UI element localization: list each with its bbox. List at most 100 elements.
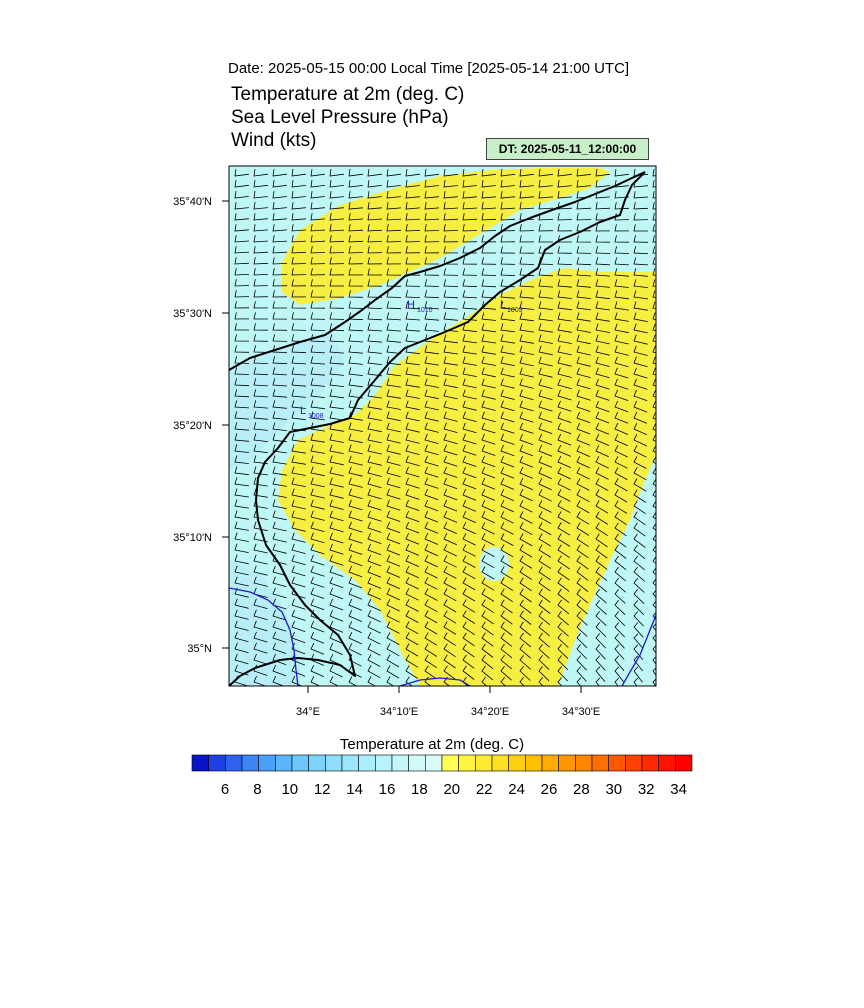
colorbar-swatch	[391, 754, 409, 772]
wind-barb	[481, 533, 495, 546]
wind-barb	[272, 213, 287, 221]
wind-barb	[519, 511, 533, 524]
wind-barb	[519, 323, 534, 333]
wind-barb	[595, 577, 608, 593]
wind-barb	[348, 510, 363, 522]
wind-barb	[557, 400, 572, 412]
wind-barb	[614, 522, 627, 537]
wind-barb	[367, 213, 383, 221]
wind-barb	[538, 169, 553, 177]
wind-barb	[614, 445, 628, 458]
wind-barb	[500, 389, 515, 400]
wind-barb	[310, 587, 325, 599]
wind-barb	[481, 621, 494, 636]
wind-barb	[519, 632, 532, 648]
wind-barb	[291, 466, 306, 476]
wind-barb	[253, 191, 268, 199]
wind-barb	[253, 356, 269, 364]
wind-barb	[367, 455, 382, 466]
isobar	[229, 587, 299, 686]
wind-barb	[424, 411, 439, 422]
wind-barb	[310, 213, 326, 221]
wind-barb	[291, 499, 306, 510]
wind-barb	[443, 279, 459, 287]
wind-barb	[595, 290, 610, 300]
wind-barb	[462, 235, 478, 243]
wind-barb	[595, 555, 608, 570]
wind-barb	[424, 510, 439, 523]
wind-barb	[386, 632, 400, 645]
wind-barb	[519, 610, 532, 625]
wind-barb	[386, 422, 401, 433]
wind-barb	[424, 213, 440, 221]
wind-barb	[481, 279, 497, 288]
wind-barb	[405, 191, 420, 199]
wind-barb	[538, 180, 553, 188]
wind-barb	[253, 246, 269, 254]
wind-barb	[500, 169, 515, 177]
wind-barb	[614, 666, 625, 683]
wind-barb	[272, 268, 288, 276]
wind-barb	[614, 257, 630, 266]
wind-barb	[614, 622, 625, 638]
wind-barb	[348, 290, 364, 298]
wind-barb	[519, 345, 534, 355]
wind-barb	[329, 169, 344, 177]
wind-barb	[234, 499, 249, 509]
wind-barb	[614, 633, 625, 649]
wind-barb	[329, 411, 344, 421]
wind-barb	[633, 389, 648, 402]
wind-barb	[519, 367, 534, 378]
wind-barb	[367, 367, 382, 377]
wind-barb	[405, 180, 420, 188]
wind-barb	[272, 235, 288, 243]
wind-barb	[386, 510, 401, 522]
wind-barb	[405, 202, 421, 210]
wind-barb	[348, 334, 364, 343]
wind-barb	[424, 599, 438, 613]
wind-barb	[557, 257, 573, 265]
wind-barb	[405, 499, 420, 511]
wind-barb	[348, 554, 363, 567]
wind-barb	[234, 477, 249, 487]
wind-barb	[633, 213, 649, 221]
wind-barb	[462, 202, 478, 210]
wind-barb	[310, 466, 325, 477]
wind-barb	[481, 566, 495, 580]
wind-barb	[614, 345, 629, 356]
wind-barb	[519, 444, 534, 457]
wind-barb	[386, 433, 401, 444]
wind-barb	[462, 389, 477, 400]
wind-barb	[557, 224, 573, 232]
wind-barb	[652, 600, 656, 609]
wind-barb	[367, 312, 383, 321]
wind-barb	[443, 378, 458, 389]
wind-barb	[291, 202, 306, 210]
wind-barb	[557, 489, 571, 502]
wind-barb	[652, 246, 656, 254]
wind-barb	[557, 345, 572, 356]
wind-barb	[234, 609, 249, 620]
wind-barb	[253, 389, 269, 398]
wind-barb	[500, 334, 515, 344]
wind-barb	[424, 544, 438, 557]
colorbar-swatch	[208, 754, 226, 772]
wind-barb	[519, 588, 532, 603]
wind-barb	[386, 169, 401, 177]
colorbar-swatch	[441, 754, 459, 772]
wind-barb	[614, 246, 630, 254]
wind-barb	[386, 621, 400, 634]
wind-barb	[538, 544, 552, 558]
wind-barb	[424, 279, 440, 287]
wind-barb	[310, 422, 325, 432]
wind-barb	[652, 511, 656, 520]
wind-barb	[253, 301, 269, 309]
wind-barb	[291, 620, 306, 632]
wind-barb	[481, 665, 494, 681]
wind-barb	[614, 434, 628, 447]
colorbar-swatch	[558, 754, 576, 772]
wind-barb	[557, 334, 572, 344]
wind-barb	[633, 589, 645, 604]
wind-barb	[367, 191, 382, 199]
wind-barb	[386, 235, 402, 243]
